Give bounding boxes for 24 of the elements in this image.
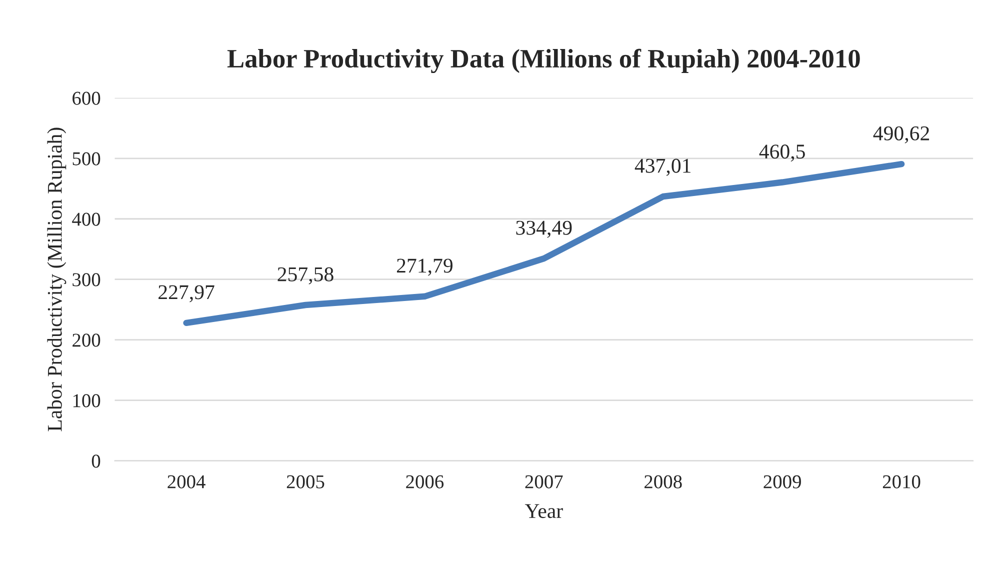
x-tick-label: 2008: [644, 475, 682, 488]
data-label: 334,49: [516, 220, 572, 238]
y-tick-label: 100: [73, 394, 100, 408]
x-tick-label: 2007: [525, 475, 563, 488]
y-tick-label: 200: [72, 334, 100, 347]
y-tick-label: 400: [72, 212, 100, 226]
y-tick-label: 600: [72, 92, 100, 105]
data-label: 490,62: [873, 126, 930, 144]
data-label: 271,79: [396, 258, 452, 276]
x-tick-label: 2006: [406, 475, 444, 488]
y-tick-label: 300: [72, 273, 100, 286]
x-tick-label: 2009: [764, 475, 801, 488]
y-tick-label: 500: [72, 152, 100, 166]
chart-title: Labor Productivity Data (Millions of Rupiah) 2004-2010: [227, 48, 860, 74]
x-tick-label: 2004: [168, 475, 206, 488]
y-tick-label: 0: [92, 454, 100, 468]
y-axis-title: Labor Productivity (Million Rupiah): [47, 128, 66, 432]
data-label: 460,5: [759, 144, 805, 162]
x-tick-label: 2005: [286, 475, 324, 488]
data-label: 227,97: [158, 285, 214, 302]
data-label: 257,58: [278, 267, 334, 284]
x-tick-label: 2010: [882, 475, 920, 488]
x-axis-title: Year: [524, 504, 563, 518]
data-label: 437,01: [634, 158, 691, 176]
